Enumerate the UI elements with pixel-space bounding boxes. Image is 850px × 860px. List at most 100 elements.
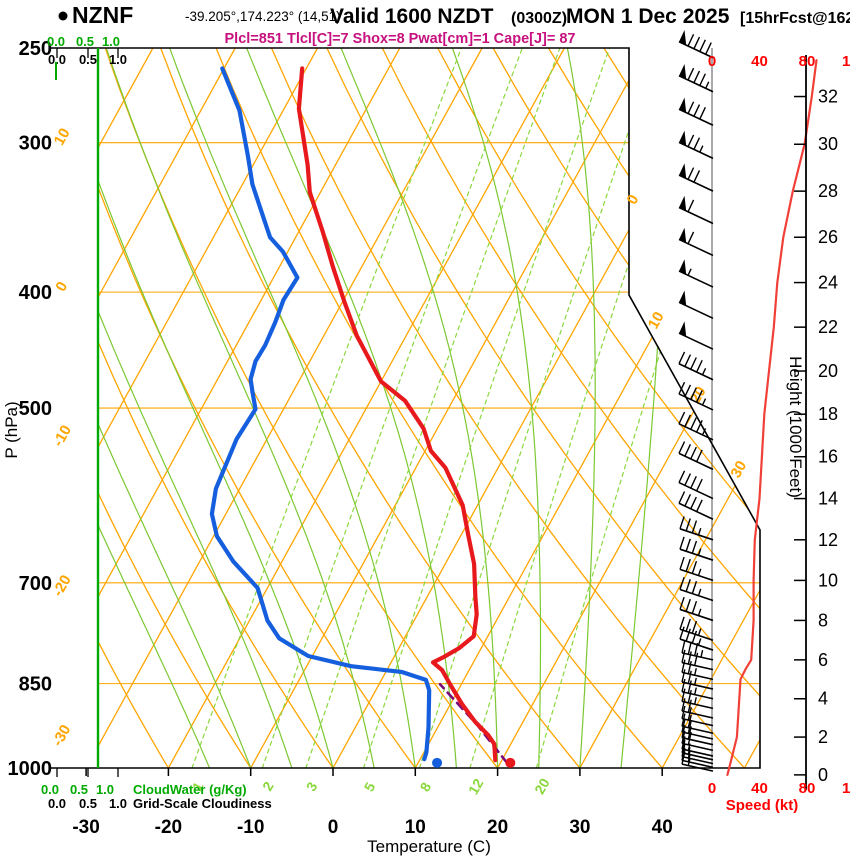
barb-full xyxy=(687,167,695,180)
barb-staff xyxy=(681,671,714,681)
barb-full xyxy=(691,581,698,594)
wind-barb xyxy=(678,195,714,225)
pressure-tick-label: 500 xyxy=(19,398,52,420)
wind-barb xyxy=(678,441,714,471)
moist-adiabat-line xyxy=(566,48,596,768)
barb-full xyxy=(681,698,686,712)
barb-full xyxy=(687,231,695,245)
barb-full xyxy=(691,620,698,634)
mixing-ratio-line xyxy=(418,48,659,768)
barb-full xyxy=(693,137,701,150)
wind-barb xyxy=(678,130,714,160)
height-axis-title: Height (1000 Feet) xyxy=(786,356,805,498)
barb-half xyxy=(705,81,710,89)
barb-full xyxy=(687,731,692,745)
dry-adiabat-line xyxy=(215,48,686,768)
barb-staff xyxy=(681,681,714,690)
dry-adiabat-line xyxy=(326,48,760,768)
dry-adiabat-line xyxy=(98,48,435,768)
barb-full xyxy=(687,707,692,721)
barb-full xyxy=(696,499,703,512)
temp-tick-label: -30 xyxy=(72,817,99,838)
barb-full xyxy=(684,354,692,367)
temp-tick-label: 30 xyxy=(569,817,590,838)
wind-barb xyxy=(678,259,714,288)
station-id: NZNF xyxy=(72,2,133,28)
wind-barb xyxy=(678,64,714,93)
cloudiness-scale-label: Grid-Scale Cloudiness xyxy=(133,796,272,811)
valid-date: MON 1 Dec 2025 xyxy=(566,5,730,28)
pressure-tick-label: 850 xyxy=(19,674,52,696)
speed-tick-label-bottom: 0 xyxy=(708,780,716,797)
barb-staff xyxy=(681,755,714,765)
barb-full xyxy=(687,660,692,674)
barb-staff xyxy=(681,742,714,752)
barb-staff xyxy=(681,700,714,710)
barb-staff xyxy=(679,568,714,582)
barb-pennant xyxy=(679,64,687,80)
barb-half xyxy=(687,747,691,755)
barb-staff xyxy=(681,731,714,740)
height-tick-label: 20 xyxy=(818,361,838,381)
isotherm-line xyxy=(250,48,648,768)
height-tick-label: 0 xyxy=(818,765,828,785)
height-tick-label: 2 xyxy=(818,727,828,747)
barb-full xyxy=(681,751,686,765)
mixing-ratio-line xyxy=(191,48,462,768)
barb-half xyxy=(697,588,702,596)
isotherm-label-right: 30 xyxy=(727,458,750,481)
barb-full xyxy=(678,470,686,483)
speed-tick-label-bottom: 80 xyxy=(799,780,816,797)
barb-full xyxy=(681,713,686,727)
cloud-scale-green-bottom: 1.0 xyxy=(96,782,114,797)
barb-staff xyxy=(678,423,714,441)
barb-full xyxy=(687,67,695,81)
barb-full xyxy=(684,384,692,397)
barb-full xyxy=(679,516,685,530)
wind-barb-column xyxy=(678,30,714,772)
height-tick-label: 28 xyxy=(818,181,838,201)
wind-barb xyxy=(681,743,714,765)
dewpoint-curve xyxy=(209,66,432,762)
barb-half xyxy=(700,650,704,658)
moist-adiabat-line xyxy=(340,48,499,768)
wind-barb xyxy=(678,470,714,500)
barb-half xyxy=(699,145,704,153)
cloud-scale-black-top: 0.5 xyxy=(79,52,97,67)
barb-full xyxy=(684,444,692,457)
barb-staff xyxy=(678,362,714,381)
barb-full xyxy=(685,538,691,552)
barb-staff xyxy=(681,736,714,746)
temp-tick-label: 20 xyxy=(487,817,508,838)
mixing-ratio-line xyxy=(469,48,702,768)
mixing-ratio-label: 12 xyxy=(465,776,487,798)
isotherm-line xyxy=(98,48,401,768)
isotherm-label-left: 10 xyxy=(51,125,74,148)
wind-barb xyxy=(681,719,714,740)
barb-full xyxy=(679,556,685,570)
dry-adiabat-line xyxy=(98,48,185,768)
wind-barb xyxy=(681,751,714,772)
moist-adiabat-line xyxy=(98,48,252,768)
dry-adiabat-line xyxy=(381,48,760,768)
barb-full xyxy=(696,449,703,462)
barb-full xyxy=(685,628,691,642)
isotherm-label-right: 10 xyxy=(645,309,668,332)
barb-staff xyxy=(679,588,714,602)
barb-full xyxy=(687,641,692,655)
barb-full xyxy=(696,478,703,492)
barb-half xyxy=(693,687,697,695)
barb-pennant xyxy=(679,97,687,113)
wind-barb xyxy=(678,290,714,320)
barb-full xyxy=(681,659,686,673)
barb-pennant xyxy=(679,321,687,337)
barb-full xyxy=(699,73,706,86)
speed-axis-title: Speed (kt) xyxy=(726,797,799,814)
dry-adiabat-line xyxy=(603,48,760,768)
isotherm-line xyxy=(661,48,760,768)
barb-full xyxy=(681,747,686,761)
wind-barb xyxy=(681,730,714,752)
wind-barb xyxy=(681,688,714,710)
barb-full xyxy=(685,618,691,632)
speed-tick-label-top: 0 xyxy=(708,53,716,70)
